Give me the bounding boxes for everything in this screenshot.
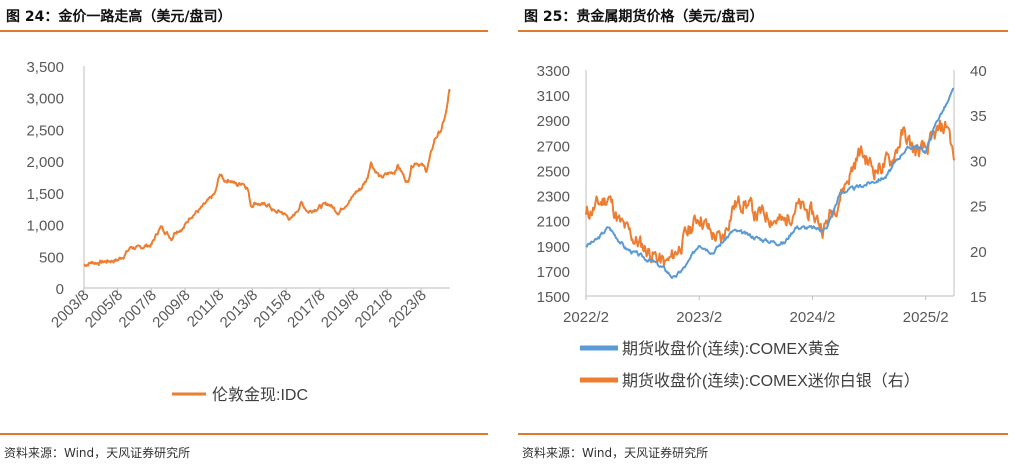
left-panel: 图 24：金价一路走高（美元/盘司） 0 500 1,000 1,500 2,000 2,…	[0, 0, 490, 465]
right-y-tick-label: 1500	[537, 289, 570, 306]
right-top-rule	[518, 30, 1008, 32]
right-y2-tick-label: 20	[970, 244, 987, 261]
left-y-tick-label: 1,500	[26, 186, 64, 203]
right-y2-tick-label: 30	[970, 153, 987, 170]
left-x-tick-label: 2023/8	[385, 287, 429, 331]
left-figure-title: 图 24：金价一路走高（美元/盘司）	[6, 9, 232, 25]
left-y-tick-label: 0	[56, 281, 64, 298]
right-x-tick-label: 2024/2	[790, 309, 836, 326]
right-y-tick-label: 2100	[537, 214, 570, 231]
left-top-rule	[0, 30, 488, 32]
right-figure-title: 图 25：贵金属期货价格（美元/盘司）	[524, 9, 764, 25]
right-futures-chart: 1500 1700 1900 2100 2300 2500 2700 2900 3100 3300…	[537, 63, 987, 390]
left-y-tick-label: 3,000	[26, 91, 64, 108]
right-panel: 图 25：贵金属期货价格（美元/盘司） 1500 1700 1900 2100 2300…	[518, 0, 1008, 465]
right-y-tick-label: 2500	[537, 163, 570, 180]
right-y-tick-label: 1900	[537, 239, 570, 256]
right-y-tick-label: 1700	[537, 264, 570, 281]
right-y2-tick-label: 40	[970, 63, 987, 80]
right-y2-tick-label: 35	[970, 108, 987, 125]
left-x-tick-label: 2009/8	[149, 287, 193, 331]
left-y-tick-label: 1,000	[26, 218, 64, 235]
right-x-tick-label: 2025/2	[903, 309, 949, 326]
right-y2-tick-label: 25	[970, 199, 987, 216]
right-y-tick-label: 2900	[537, 113, 570, 130]
left-y-tick-label: 500	[39, 249, 64, 266]
right-source-note: 资料来源：Wind，天风证券研究所	[522, 446, 709, 460]
right-y-tick-label: 3300	[537, 63, 570, 80]
left-gold-chart: 05001,0001,5002,0002,5003,0003,5002003/8…	[26, 59, 451, 404]
right-y-tick-label: 2300	[537, 189, 570, 206]
left-legend-label: 伦敦金现:IDC	[212, 386, 308, 404]
right-bottom-rule	[518, 433, 1008, 435]
left-y-tick-label: 3,500	[26, 59, 64, 76]
right-x-tick-label: 2022/2	[563, 309, 609, 326]
left-y-tick-label: 2,000	[26, 154, 64, 171]
right-legend-label-gold: 期货收盘价(连续):COMEX黄金	[622, 339, 840, 358]
right-y-tick-label: 3100	[537, 88, 570, 105]
left-source-note: 资料来源：Wind，天风证券研究所	[4, 446, 191, 460]
right-x-tick-label: 2023/2	[676, 309, 722, 326]
right-legend-label-silver: 期货收盘价(连续):COMEX迷你白银（右）	[622, 371, 920, 390]
right-y-tick-label: 2700	[537, 138, 570, 155]
left-y-tick-label: 2,500	[26, 122, 64, 139]
left-series-line-london-gold	[83, 88, 451, 267]
right-y2-tick-label: 15	[970, 289, 987, 306]
left-bottom-rule	[0, 433, 488, 435]
right-series-line-comex-silver	[585, 119, 955, 267]
right-series-line-comex-gold	[585, 87, 955, 279]
